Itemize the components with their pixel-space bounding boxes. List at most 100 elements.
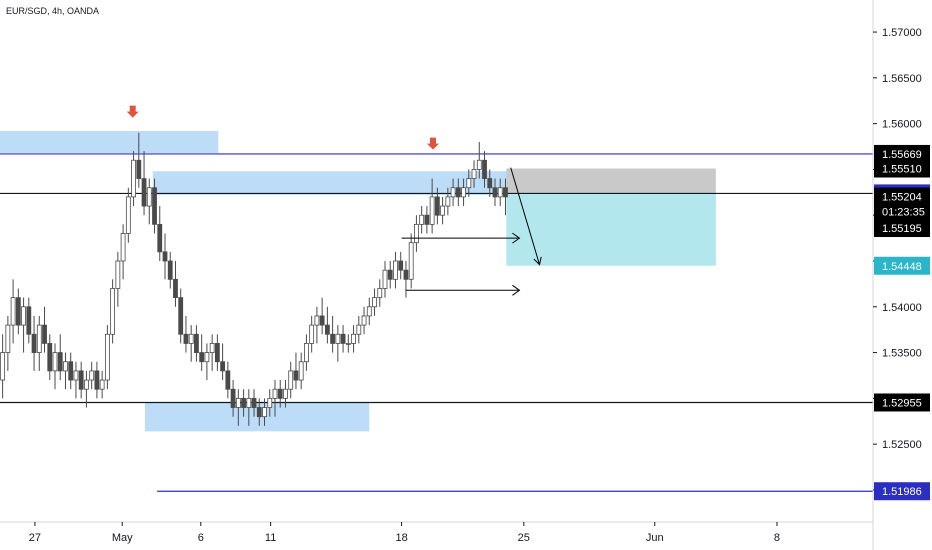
candle-body [324,324,330,335]
candle-49 [256,398,262,426]
candle-63 [330,315,336,353]
candle-80 [419,206,425,234]
candle-53 [277,380,283,408]
candle-1 [5,315,11,371]
candle-body [36,324,42,353]
candle-body [157,223,163,253]
candle-body [220,361,226,372]
y-tick-label: 1.53500 [882,348,922,360]
candle-body [366,306,372,317]
candle-21 [110,279,116,344]
candle-84 [440,196,446,225]
candle-body [167,260,173,280]
price-tag-bg [874,187,930,206]
y-tick-label: 1.52500 [882,439,922,451]
candle-body [298,361,304,381]
candle-body [246,397,252,408]
price-tag-5: 1.55195 [874,219,930,238]
price-tag-label: 01:23:35 [882,207,925,219]
price-tag-bg [874,202,930,221]
candle-4 [21,297,26,353]
candle-11 [57,334,63,381]
candle-32 [167,251,173,289]
price-tag-bg [874,219,930,238]
candle-body [419,214,425,225]
candle-body [225,370,231,390]
candle-94 [492,178,498,207]
candle-body [173,278,178,299]
candle-17 [89,361,95,390]
candle-87 [455,178,461,207]
candle-45 [235,389,241,426]
price-tag-bg [874,159,930,178]
candle-3 [15,288,21,335]
candle-44 [230,380,236,417]
candle-body [194,333,199,353]
candle-7 [36,315,42,371]
candle-body [5,324,11,353]
candle-body [68,361,74,381]
candle-5 [26,297,32,344]
candle-body [351,333,356,344]
candle-body [314,315,320,326]
candle-body [188,333,194,344]
candle-body [361,315,367,326]
candle-body [262,407,267,418]
candle-body [492,187,498,198]
arrow-head [512,284,521,296]
price-tag-label: 1.52955 [882,397,922,409]
candle-body [434,196,440,216]
candle-body [503,187,508,198]
candle-body [63,361,68,372]
candle-13 [68,352,74,390]
candle-29 [152,178,157,234]
candle-2 [10,279,16,344]
candle-90 [471,160,477,188]
candle-69 [361,306,367,335]
position-tool[interactable] [506,168,716,266]
candle-body [178,297,184,335]
candle-72 [377,279,383,307]
candle-body [94,370,100,390]
candle-24 [125,187,131,243]
candle-body [99,379,105,390]
candle-86 [450,178,456,207]
candle-body [393,260,398,280]
candle-18 [94,361,100,399]
candle-14 [73,361,79,399]
candle-89 [466,169,472,197]
down-arrow-marker-0 [126,105,139,118]
candle-39 [204,343,210,381]
candle-19 [99,370,105,399]
candle-61 [319,297,325,335]
candle-body [450,187,456,198]
candle-body [183,333,189,344]
candle-body [424,214,430,225]
candle-body [209,343,215,353]
x-tick-label: 8 [774,532,780,544]
candle-body [471,169,477,179]
candle-43 [225,361,231,399]
candle-body [104,333,110,381]
price-tag-bg [874,144,930,163]
symbol-label: EUR/SGD, 4h, OANDA [6,6,99,16]
candle-55 [288,361,294,399]
down-arrow-marker-1 [427,137,440,150]
candle-76 [398,251,404,280]
candle-93 [487,169,493,197]
x-tick-label: Jun [646,532,664,544]
candle-47 [246,389,252,426]
candle-body [345,343,351,345]
candle-body [84,379,89,390]
candle-body [141,178,147,207]
candle-10 [52,343,58,390]
candle-12 [63,352,68,390]
horizontal-lines [0,153,873,492]
price-tag-8: 1.51986 [874,482,930,501]
candle-body [42,324,47,344]
price-tag-1: 1.55510 [874,159,930,178]
candle-body [230,388,236,408]
take-profit-zone [506,193,716,266]
y-tick-label: 1.54000 [882,302,922,314]
